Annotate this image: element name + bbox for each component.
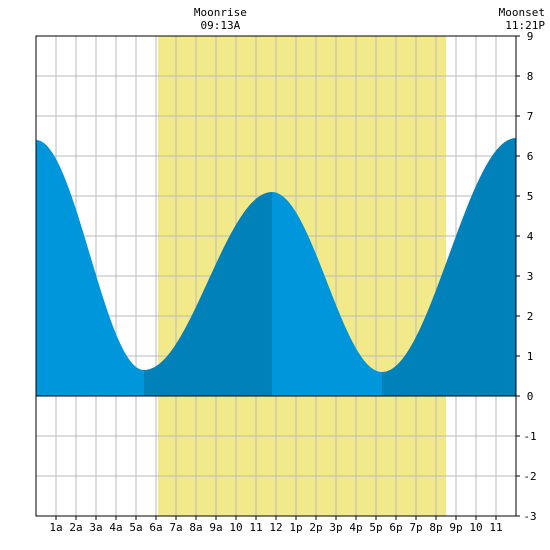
x-tick-label: 5a <box>129 521 142 534</box>
y-tick-label: -1 <box>523 430 536 443</box>
y-tick-label: -3 <box>523 510 536 523</box>
falling-tide-area <box>272 192 382 396</box>
moonset-label: Moonset <box>499 6 545 19</box>
x-tick-label: 11 <box>249 521 262 534</box>
x-tick-label: 6a <box>149 521 162 534</box>
x-tick-label: 12 <box>269 521 282 534</box>
x-tick-label: 2p <box>309 521 322 534</box>
x-tick-label: 8a <box>189 521 202 534</box>
x-tick-label: 8p <box>429 521 442 534</box>
rising-tide-area <box>144 192 272 396</box>
x-tick-label: 10 <box>469 521 482 534</box>
y-tick-label: 5 <box>527 190 534 203</box>
x-tick-label: 6p <box>389 521 402 534</box>
y-tick-label: 1 <box>527 350 534 363</box>
x-tick-label: 9a <box>209 521 222 534</box>
x-tick-label: 4p <box>349 521 362 534</box>
x-tick-label: 4a <box>109 521 122 534</box>
moonset-time: 11:21P <box>505 19 545 32</box>
x-tick-label: 1a <box>49 521 62 534</box>
y-tick-label: -2 <box>523 470 536 483</box>
x-tick-label: 9p <box>449 521 462 534</box>
x-tick-label: 3a <box>89 521 102 534</box>
y-tick-label: 7 <box>527 110 534 123</box>
x-tick-label: 2a <box>69 521 82 534</box>
x-tick-label: 7a <box>169 521 182 534</box>
x-tick-label: 1p <box>289 521 302 534</box>
y-tick-label: 3 <box>527 270 534 283</box>
moonrise-label: Moonrise <box>194 6 247 19</box>
x-tick-label: 3p <box>329 521 342 534</box>
axis-layer: 1a 2a 3a 4a 5a 6a 7a 8a 9a 10 11 12 1p 2p 3p 4p 5p 6p 7p 8p… <box>35 30 537 534</box>
y-tick-label: 9 <box>527 30 534 43</box>
y-tick-label: 6 <box>527 150 534 163</box>
y-tick-label: 0 <box>527 390 534 403</box>
x-tick-label: 11 <box>489 521 502 534</box>
falling-tide-area <box>36 140 144 396</box>
y-tick-label: 8 <box>527 70 534 83</box>
x-tick-label: 10 <box>229 521 242 534</box>
y-tick-label: 4 <box>527 230 534 243</box>
labels-layer: Moonrise 09:13A Moonset 11:21P <box>194 6 545 32</box>
x-tick-label: 7p <box>409 521 422 534</box>
tide-area-layer <box>36 138 516 396</box>
moonrise-time: 09:13A <box>201 19 241 32</box>
y-tick-label: 2 <box>527 310 534 323</box>
rising-tide-area <box>382 138 516 396</box>
x-tick-label: 5p <box>369 521 382 534</box>
